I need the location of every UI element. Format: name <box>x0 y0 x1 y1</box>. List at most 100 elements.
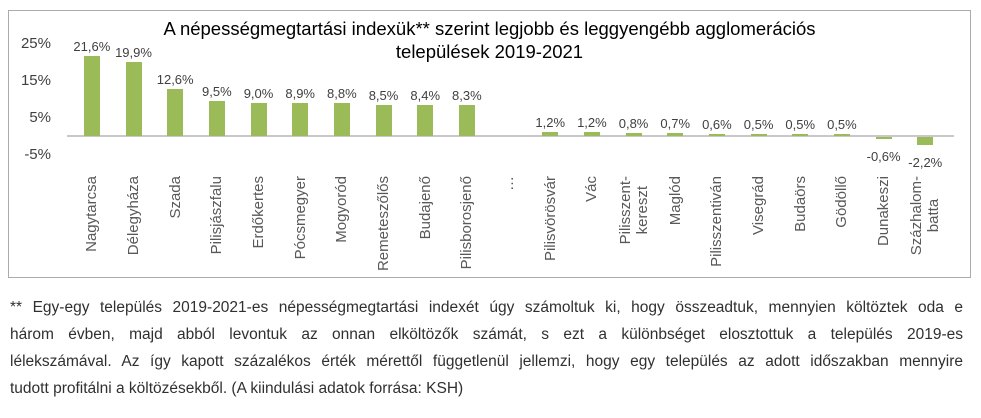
bar-column: 9,5% <box>196 36 238 176</box>
chart-title-line-2: települések 2019-2021 <box>395 41 584 62</box>
y-tick-15: 15% <box>20 72 51 89</box>
bars-region: 21,6% 19,9% 12,6% 9,5% 9,0% 8,9% 8,8% 8,5% 8,4% 8… <box>71 36 946 176</box>
footnote-line-3: lélekszámával. Az így kapott százalékos … <box>10 353 963 370</box>
bar <box>542 131 559 136</box>
category-label: Pilisjászfalu <box>208 176 226 255</box>
category-label: Erdőkertes <box>250 176 268 249</box>
value-label: 19,9% <box>115 45 152 61</box>
footnote-line-1: ** Egy-egy település 2019-2021-es népess… <box>10 299 963 316</box>
bar <box>750 134 767 136</box>
bar <box>875 137 892 140</box>
value-label: 0,8% <box>618 116 649 132</box>
ellipsis-dots: … <box>500 176 518 191</box>
bar <box>250 102 267 136</box>
category-labels-region: Nagytarcsa Délegyháza Szada Pilisjászfalu Er… <box>71 176 946 276</box>
y-axis: 25% 15% 5% -5% <box>9 36 51 176</box>
bar <box>333 103 350 136</box>
bar-column: 8,9% <box>279 36 321 176</box>
category-cell: Pilisjászfalu <box>196 176 238 276</box>
category-cell: Pilisvörösvár <box>529 176 571 276</box>
category-label: Visegrád <box>750 176 768 235</box>
value-label: 1,2% <box>535 114 566 130</box>
category-cell: Budaörs <box>779 176 821 276</box>
footnote: ** Egy-egy település 2019-2021-es népess… <box>10 294 963 402</box>
bar-column: 8,8% <box>321 36 363 176</box>
bar <box>208 100 225 136</box>
bar <box>375 104 392 136</box>
y-tick-5: 5% <box>29 109 51 126</box>
category-cell: Remeteszőlős <box>363 176 405 276</box>
bar-column: 1,2% <box>571 36 613 176</box>
value-label: 0,5% <box>827 117 857 133</box>
bar <box>708 133 725 136</box>
category-cell: Vác <box>571 176 613 276</box>
value-label: 1,2% <box>577 114 607 130</box>
category-cell: Maglód <box>654 176 696 276</box>
value-label: 0,6% <box>702 116 732 132</box>
bar-column: 0,5% <box>779 36 821 176</box>
bar <box>667 133 684 136</box>
bar <box>833 134 850 136</box>
bar-column: 19,9% <box>113 36 155 176</box>
category-label: Budajenő <box>416 176 434 240</box>
y-tick-neg5: -5% <box>24 146 51 163</box>
category-cell: Mogyoród <box>321 176 363 276</box>
bar <box>792 134 809 136</box>
category-cell: Dunakeszi <box>863 176 905 276</box>
category-label: Százhalom- batta <box>908 176 943 256</box>
value-label: 0,5% <box>743 117 774 133</box>
category-label: Délegyháza <box>125 176 142 256</box>
category-label: Pilisborosjenő <box>458 176 476 270</box>
category-label: Remeteszőlős <box>375 176 393 272</box>
category-label: Pilisszent- kereszt <box>616 176 651 245</box>
category-cell: Nagytarcsa <box>71 176 113 276</box>
bar-column: 0,5% <box>821 36 863 176</box>
value-label: -0,6% <box>866 149 901 165</box>
bar-column: 9,0% <box>238 36 280 176</box>
bar-column: 21,6% <box>71 36 113 176</box>
bar-column: -2,2% <box>904 36 946 176</box>
category-cell: Pócsmegyer <box>279 176 321 276</box>
bar <box>458 105 475 136</box>
category-label: Pilisszentiván <box>708 176 726 267</box>
chart-frame: A népességmegtartási indexük** szerint l… <box>8 10 971 278</box>
x-axis-line <box>67 135 954 137</box>
category-cell: Gödöllő <box>821 176 863 276</box>
category-cell: Százhalom- batta <box>904 176 946 276</box>
bar-column: 8,5% <box>363 36 405 176</box>
category-label: Maglód <box>666 176 684 226</box>
footnote-line-2: három évben, majd abból levontuk az onna… <box>10 326 963 343</box>
bar <box>125 62 142 136</box>
bar-column: 0,6% <box>696 36 738 176</box>
bar <box>83 56 100 136</box>
category-label: Nagytarcsa <box>83 176 101 252</box>
bar <box>167 89 184 136</box>
category-label: Mogyoród <box>333 176 351 243</box>
category-cell: Pilisszent- kereszt <box>613 176 655 276</box>
bar <box>417 104 434 136</box>
value-label: 21,6% <box>73 39 111 55</box>
category-cell: Budajenő <box>404 176 446 276</box>
category-label: Pócsmegyer <box>291 176 309 260</box>
bar <box>917 137 934 146</box>
value-label: 8,3% <box>452 88 482 104</box>
value-label: 8,4% <box>410 87 441 103</box>
bar-column: 8,4% <box>404 36 446 176</box>
category-label: Gödöllő <box>833 176 851 228</box>
footnote-line-4: tudott profitálni a költözésekből. (A ki… <box>10 380 464 397</box>
bar-column: 0,5% <box>738 36 780 176</box>
bar <box>583 131 600 136</box>
category-cell: Erdőkertes <box>238 176 280 276</box>
category-cell: Pilisszentiván <box>696 176 738 276</box>
chart-title: A népességmegtartási indexük** szerint l… <box>9 17 970 63</box>
bar-column: 12,6% <box>154 36 196 176</box>
chart-title-line-1: A népességmegtartási indexük** szerint l… <box>163 18 816 39</box>
plot-area: 25% 15% 5% -5% 21,6% 19,9% 12,6% 9,5% 9,0% 8,… <box>9 36 970 276</box>
bar-column: 1,2% <box>529 36 571 176</box>
bar-column: -0,6% <box>863 36 905 176</box>
value-label: -2,2% <box>908 155 943 171</box>
category-cell: Pilisborosjenő <box>446 176 488 276</box>
value-label: 9,0% <box>243 85 274 101</box>
category-cell: Visegrád <box>738 176 780 276</box>
